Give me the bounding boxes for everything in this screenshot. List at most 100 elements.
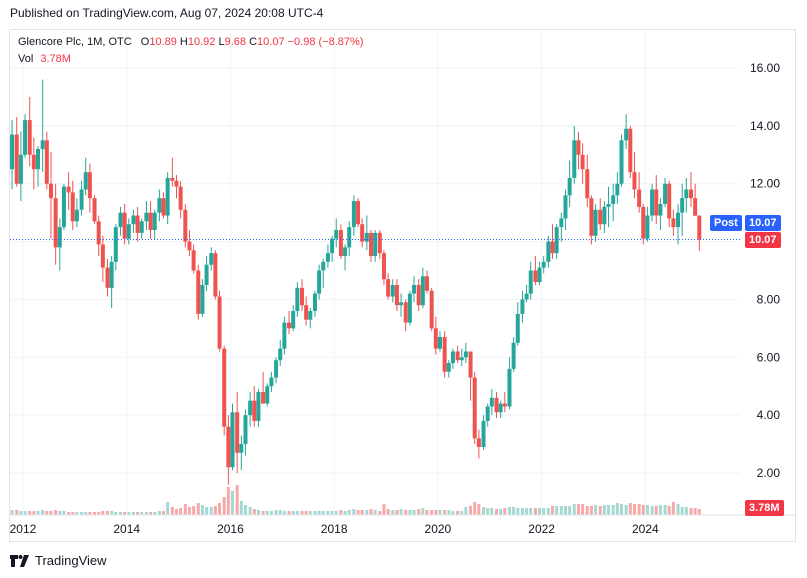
candle-body [472,377,477,439]
volume-bar [313,511,317,515]
published-caption: Published on TradingView.com, Aug 07, 20… [10,6,324,20]
volume-bar [317,511,321,515]
volume-bar [434,510,438,515]
candle-body [615,183,620,196]
volume-bar [495,509,498,515]
volume-bar [252,509,256,515]
volume-bar [278,510,282,515]
volume-bar [632,504,636,515]
volume-bar [581,504,585,515]
candle-body [567,177,572,196]
candle-body [524,293,529,300]
candle-body [287,322,292,329]
volume-bar [209,507,213,515]
volume-bar [84,512,88,515]
candle-body [403,302,408,323]
volume-bar [533,508,537,515]
candle-body [412,284,417,294]
x-tick-label: 2024 [632,522,659,536]
candle-body [360,224,365,242]
candle-body [390,284,395,297]
candle-body [654,189,659,216]
volume-bar [576,504,580,515]
candle-body [498,403,503,413]
chart-frame[interactable] [9,29,796,542]
legend-low-label: L [218,36,225,48]
candle-body [429,290,434,329]
candle-body [386,279,391,297]
candle-body [351,201,356,228]
candle-body [330,238,335,254]
volume-bar [136,512,140,515]
candle-body [585,169,590,199]
candle-body [658,203,663,216]
candle-body [183,209,188,242]
volume-bar [512,507,516,515]
candle-body [593,209,598,236]
candle-body [135,215,140,233]
candle-body [563,195,568,219]
candle-body [100,244,105,268]
candle-body [274,360,279,378]
volume-bar [75,512,79,515]
volume-bar [106,511,110,515]
volume-bar [667,506,671,515]
volume-bar [347,510,351,515]
volume-bar [243,505,247,515]
candle-body [343,247,348,257]
legend-symbol: Glencore Plc, 1M, OTC [18,36,132,48]
volume-bar [369,509,373,515]
legend-vol-value: 3.78M [40,53,71,65]
candle-body [18,154,23,184]
y-tick-label: 6.00 [757,350,781,364]
y-tick-label: 16.00 [750,61,780,75]
candle-body [92,198,97,222]
volume-bar [127,512,131,515]
candle-body [312,293,317,311]
candle-body [321,261,326,271]
volume-bar [658,505,662,515]
candle-body [688,189,693,199]
candle-body [213,253,218,297]
tradingview-logo-icon [10,554,29,567]
footer-brand[interactable]: TradingView [10,553,107,568]
volume-bar [619,504,623,515]
candle-body [628,128,633,173]
candle-body [235,412,240,453]
grid [10,30,740,510]
volume-bar [334,511,338,515]
x-axis: 2012 2014 2016 2018 2020 2022 2024 [10,514,796,536]
candle-body [70,192,75,222]
candle-body [200,284,205,314]
legend-vol-label: Vol [18,53,34,65]
volume-bar [166,502,170,515]
volume-bar [671,502,675,515]
footer-brand-text: TradingView [35,553,107,568]
volume-bar [386,509,390,515]
volume-bar [36,511,40,515]
candle-body [502,403,507,407]
candle-body [291,311,296,329]
candle-body [559,218,564,228]
volume-bar [473,502,477,515]
volume-bar [205,507,209,515]
candle-body [209,253,214,265]
candle-body [295,287,300,311]
candle-body [79,189,84,210]
volume-bar [456,511,460,515]
candle-body [317,270,322,294]
candle-body [187,241,192,251]
candle-body [632,172,637,190]
candle-body [165,177,170,216]
candle-body [148,212,153,230]
candle-body [105,267,110,288]
candle-body [113,227,118,262]
volume-bar [213,506,217,515]
candle-body [373,232,378,257]
volume-bar [88,512,92,515]
candle-body [693,198,698,216]
candle-body [463,351,468,358]
candle-body [48,183,53,199]
candle-body [338,230,343,257]
